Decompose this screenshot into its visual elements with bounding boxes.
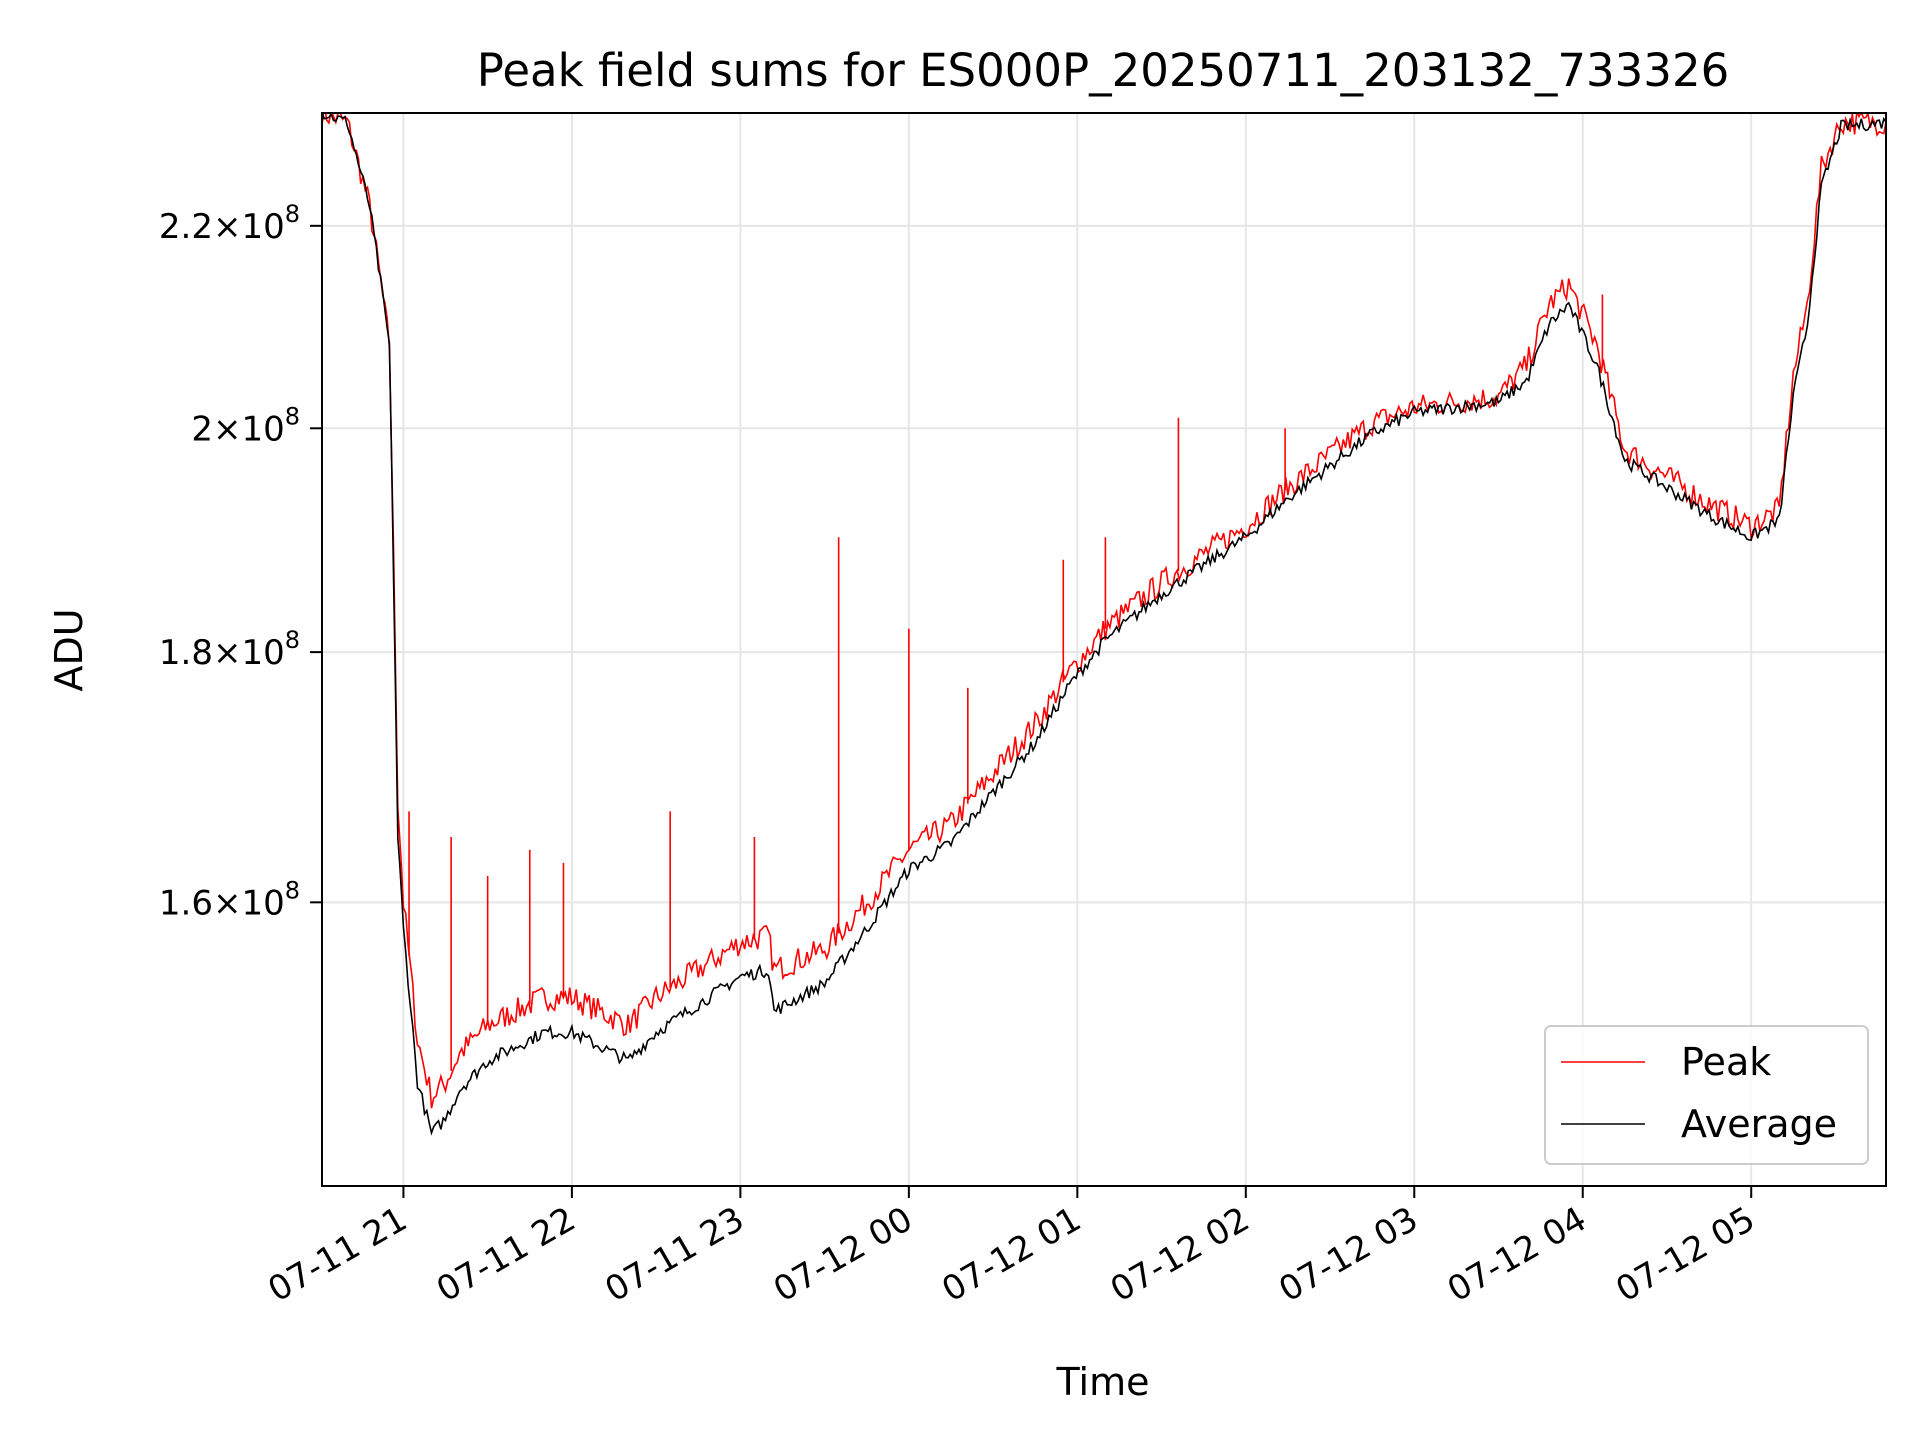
y-tick-label: 1.6×108 [159, 876, 300, 923]
series-layer [322, 113, 1886, 1136]
x-axis-label: Time [1056, 1360, 1150, 1404]
legend-box [1544, 1025, 1869, 1165]
y-tick-mantissa: 2.2 [159, 207, 213, 247]
y-tick-exp: 8 [285, 626, 300, 654]
y-tick-label: 1.8×108 [159, 626, 300, 673]
chart-title: Peak field sums for ES000P_20250711_2031… [477, 44, 1729, 97]
series-line-average [322, 113, 1886, 1136]
y-tick-exp: 8 [285, 402, 300, 430]
y-tick-base: 10 [241, 633, 284, 673]
y-tick-times: × [213, 883, 242, 923]
y-tick-label: 2×108 [191, 402, 300, 449]
legend-label-peak: Peak [1681, 1040, 1771, 1084]
y-axis-label: ADU [47, 608, 91, 691]
y-tick-mantissa: 1.6 [159, 883, 213, 923]
y-tick-times: × [213, 633, 242, 673]
y-tick-times: × [213, 409, 242, 449]
y-tick-exp: 8 [285, 876, 300, 904]
y-tick-base: 10 [241, 409, 284, 449]
legend-label-average: Average [1681, 1102, 1837, 1146]
plot-area-frame [321, 112, 1887, 1187]
y-tick-exp: 8 [285, 200, 300, 228]
y-tick-mantissa: 2 [191, 409, 213, 449]
y-tick-times: × [213, 207, 242, 247]
legend: Peak Average [1544, 1025, 1869, 1165]
grid [322, 113, 1886, 1186]
y-tick-mantissa: 1.8 [159, 633, 213, 673]
y-tick-base: 10 [241, 883, 284, 923]
y-tick-label: 2.2×108 [159, 200, 300, 247]
series-line-peak [322, 113, 1886, 1109]
y-tick-base: 10 [241, 207, 284, 247]
